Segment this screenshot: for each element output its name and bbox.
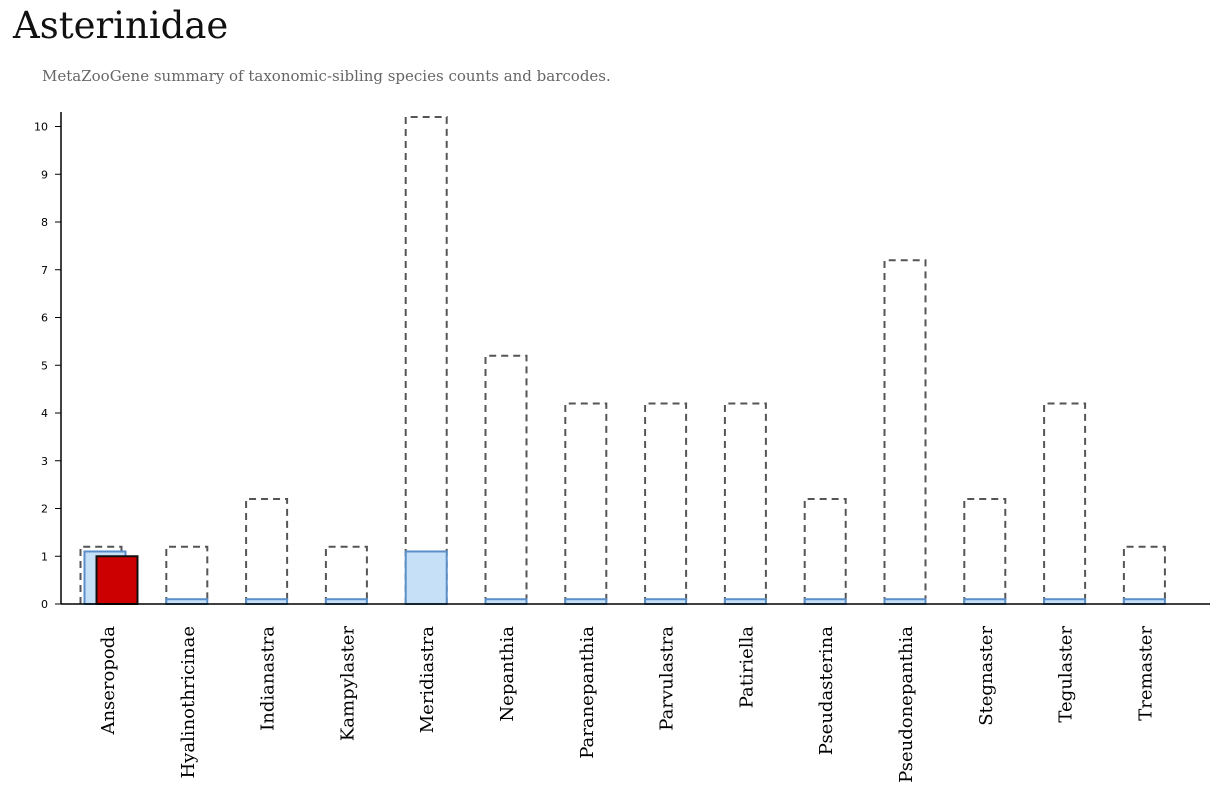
species-count-bar [1122,545,1166,604]
species-count-bar [1043,402,1087,604]
x-tick-label: Pseudasterina [816,626,837,755]
species-count-bar [883,259,927,604]
x-tick-label: Patiriella [736,626,757,709]
y-tick-label: 9 [41,168,48,181]
x-tick-label: Pseudonepanthia [896,626,917,783]
x-tick-label: Indianastra [258,626,279,731]
species-count-bar [404,115,448,604]
y-tick-label: 1 [41,550,48,563]
y-tick-label: 2 [41,503,48,516]
y-tick-label: 4 [41,407,48,420]
x-tick-label: Tremaster [1135,626,1156,721]
x-tick-label: Parvulastra [657,626,678,731]
bars-layer [79,115,1166,605]
x-tick-label: Meridiastra [417,626,438,734]
x-tick-label: Tegulaster [1056,626,1077,723]
x-tick-label: Paranepanthia [577,626,598,759]
x-tick-label: Kampylaster [337,626,358,742]
y-tick-label: 7 [41,264,48,277]
species-count-bar [963,497,1007,604]
y-tick-label: 0 [41,598,48,611]
barcode-bar [404,550,448,605]
axes-layer: 0 1 2 3 4 5 6 7 8 9 10 [34,112,1210,611]
x-tick-label: Anseropoda [98,626,119,736]
highlight-bar [95,555,139,605]
chart-subtitle: MetaZooGene summary of taxonomic-sibling… [42,67,611,85]
species-count-bar [644,402,688,604]
species-count-bar [484,354,528,604]
species-count-bar [245,497,289,604]
y-tick-label: 10 [34,121,48,134]
y-tick-label: 6 [41,312,48,325]
x-tick-label: Hyalinothricinae [178,626,199,779]
species-count-bar [564,402,608,604]
y-tick-label: 8 [41,216,48,229]
x-tick-label: Nepanthia [497,626,518,722]
y-tick-label: 3 [41,455,48,468]
y-tick-label: 5 [41,359,48,372]
species-count-bar [324,545,368,604]
x-tick-labels: Anseropoda Hyalinothricinae Indianastra Kam… [98,626,1156,783]
species-count-bar [803,497,847,604]
x-tick-label: Stegnaster [976,626,997,726]
chart-title: Asterinidae [13,4,229,47]
species-count-bar [165,545,209,604]
species-count-bar [723,402,767,604]
